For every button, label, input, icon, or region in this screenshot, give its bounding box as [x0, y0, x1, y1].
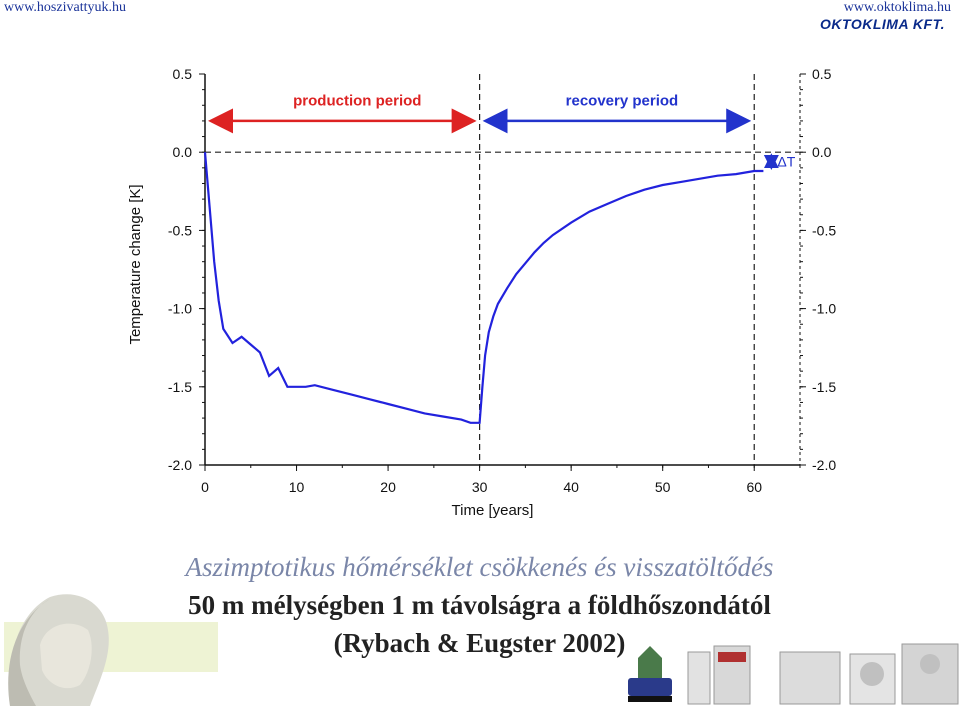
temperature-chart: 0.5 0.5 0.0 0.0 -0.5 -0.5 -1.0 -1.0 -1.5 -1.5 -2.0…: [127, 66, 836, 519]
y-tick-label-right: 0.5: [812, 66, 832, 82]
delta-t-label: ΔT: [777, 154, 795, 170]
header-left-url[interactable]: www.hoszivattyuk.hu: [4, 0, 126, 15]
x-tick-label: 0: [201, 479, 209, 495]
x-axis-label: Time [years]: [452, 502, 534, 519]
y-tick-label-right: -0.5: [812, 222, 836, 238]
y-axis-label: Temperature change [K]: [127, 184, 144, 344]
heat-pump-equipment-images: [628, 643, 959, 705]
y-tick-label-right: -2.0: [812, 457, 836, 473]
x-tick-label: 30: [472, 479, 488, 495]
y-tick-label-left: -1.0: [168, 301, 192, 317]
x-tick-label: 50: [655, 479, 671, 495]
caption-line-1: Aszimptotikus hőmérséklet csökkenés és v…: [185, 552, 774, 582]
chart-axes: [204, 74, 801, 466]
y-tick-label-right: -1.0: [812, 301, 836, 317]
y-tick-label-left: 0.5: [173, 66, 193, 82]
y-tick-label-right: -1.5: [812, 379, 836, 395]
chart-ticks: 0.5 0.5 0.0 0.0 -0.5 -0.5 -1.0 -1.0 -1.5 -1.5 -2.0…: [127, 66, 836, 519]
caption-line-3: (Rybach & Eugster 2002): [333, 628, 626, 658]
x-tick-label: 20: [380, 479, 396, 495]
x-tick-label: 40: [563, 479, 579, 495]
y-tick-label-right: 0.0: [812, 144, 832, 160]
header-right-url[interactable]: www.oktoklima.hu: [843, 0, 951, 15]
caption-line-2: 50 m mélységben 1 m távolságra a földhős…: [188, 590, 771, 620]
production-period-label: production period: [293, 92, 421, 109]
y-tick-label-left: -2.0: [168, 457, 192, 473]
aermec-logo: [628, 646, 672, 702]
recovery-period-label: recovery period: [566, 92, 679, 109]
x-tick-label: 10: [289, 479, 305, 495]
temperature-curve: [203, 152, 764, 424]
brand-logo: OKTOKLIMA KFT.: [820, 16, 945, 32]
y-tick-label-left: -0.5: [168, 222, 192, 238]
y-tick-label-left: -1.5: [168, 379, 192, 395]
chart-annotations: production period recovery period ΔT: [205, 74, 800, 465]
x-tick-label: 60: [746, 479, 762, 495]
woman-portrait-illustration: [4, 594, 218, 706]
chart-plot-area: [203, 152, 764, 424]
y-tick-label-left: 0.0: [173, 144, 193, 160]
